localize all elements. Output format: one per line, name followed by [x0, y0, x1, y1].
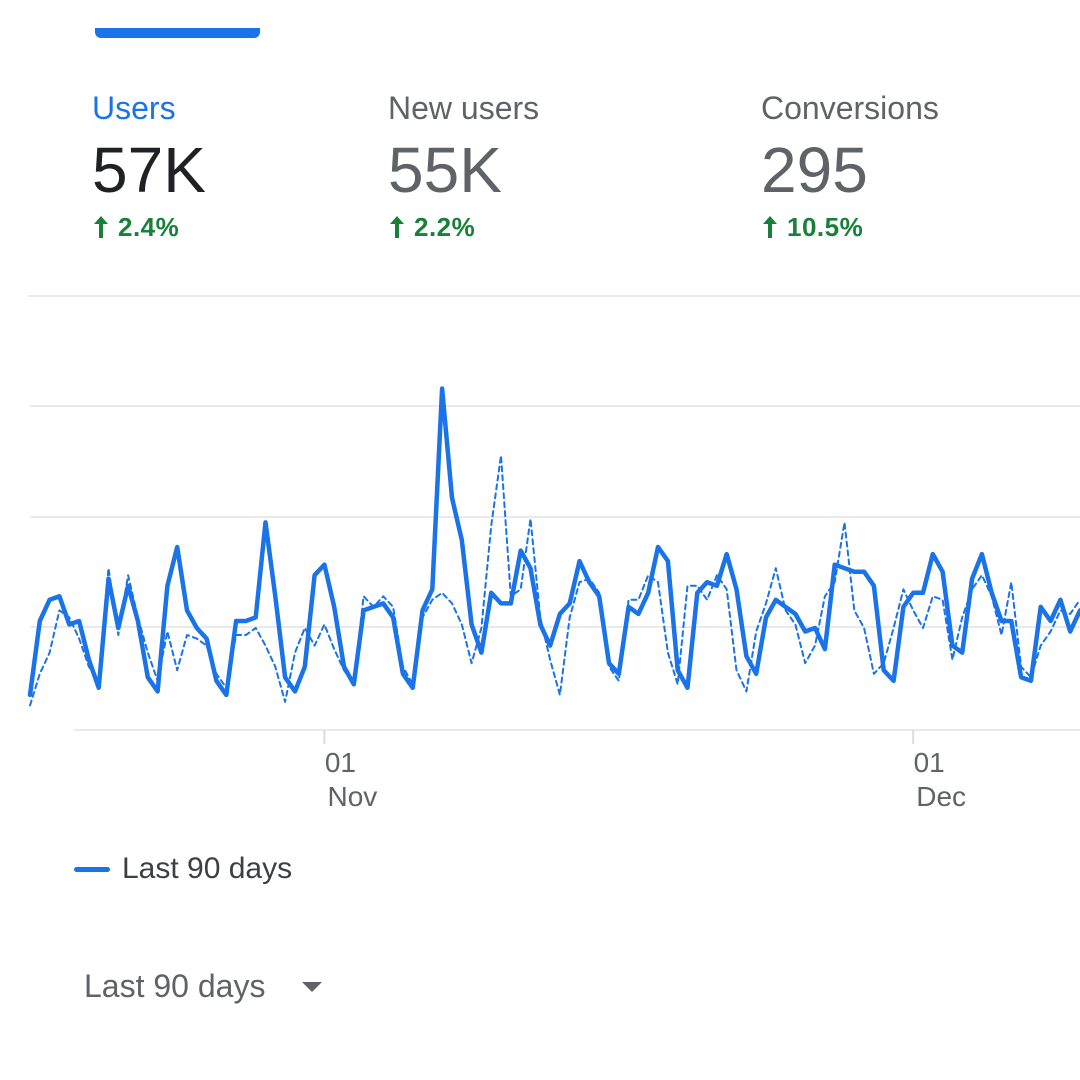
- metric-value: 55K: [388, 134, 502, 206]
- arrow-up-icon: [94, 216, 108, 238]
- date-range-label: Last 90 days: [84, 968, 266, 1004]
- header-divider: [28, 295, 1080, 297]
- metric-label: Conversions: [761, 90, 939, 126]
- x-tick-label-day: 01: [914, 747, 945, 778]
- x-tick-label-day: 01: [325, 747, 356, 778]
- date-range-dropdown[interactable]: Last 90 days: [84, 968, 323, 1005]
- metric-change-value: 2.4%: [118, 212, 180, 242]
- metric-card-users[interactable]: Users 57K 2.4%: [92, 88, 206, 244]
- caret-down-icon: [302, 981, 323, 992]
- metric-change-value: 2.2%: [414, 212, 476, 242]
- metric-label: New users: [388, 90, 540, 126]
- metric-change: 10.5%: [761, 210, 939, 244]
- chart-legend: Last 90 days: [74, 852, 292, 886]
- metric-label: Users: [92, 90, 176, 126]
- metric-value: 57K: [92, 134, 206, 206]
- series-line-last-90-days: [27, 386, 1080, 698]
- x-tick-label-month: Dec: [916, 781, 966, 812]
- legend-label: Last 90 days: [122, 852, 293, 885]
- x-tick-label-month: Nov: [327, 781, 377, 812]
- metric-change-value: 10.5%: [787, 212, 864, 242]
- metric-change: 2.2%: [388, 210, 539, 244]
- legend-swatch: [74, 866, 110, 872]
- metric-value: 295: [761, 134, 868, 206]
- metric-card-new-users[interactable]: New users 55K 2.2%: [388, 88, 539, 244]
- arrow-up-icon: [390, 216, 404, 238]
- arrow-up-icon: [763, 216, 777, 238]
- selected-tab-indicator: [95, 28, 260, 38]
- metric-card-conversions[interactable]: Conversions 295 10.5%: [761, 88, 939, 244]
- metric-change: 2.4%: [92, 210, 206, 244]
- series-line-previous-period: [29, 454, 1080, 707]
